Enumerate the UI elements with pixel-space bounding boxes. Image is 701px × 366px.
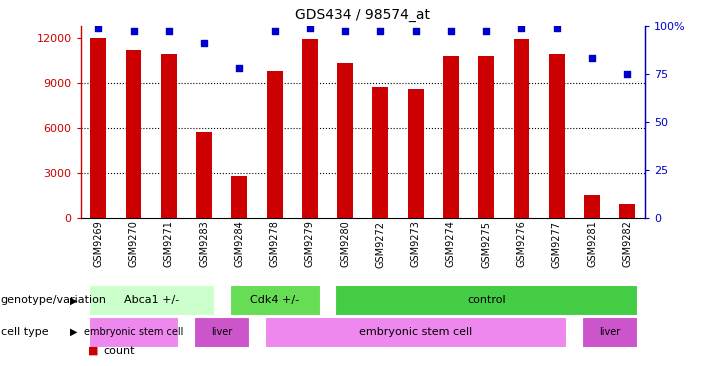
Text: genotype/variation: genotype/variation xyxy=(1,295,107,306)
Bar xyxy=(161,54,177,218)
Text: Abca1 +/-: Abca1 +/- xyxy=(123,295,179,306)
Bar xyxy=(231,176,247,218)
Point xyxy=(233,65,245,71)
Point xyxy=(163,29,175,34)
Text: ▶: ▶ xyxy=(69,327,77,337)
Text: liver: liver xyxy=(211,327,232,337)
Bar xyxy=(443,56,459,218)
Point xyxy=(445,29,456,34)
Point xyxy=(622,71,633,76)
Bar xyxy=(408,89,423,218)
Text: ■: ■ xyxy=(88,346,98,356)
Point xyxy=(198,40,210,46)
Bar xyxy=(125,50,142,218)
Title: GDS434 / 98574_at: GDS434 / 98574_at xyxy=(295,8,430,22)
Bar xyxy=(90,38,106,218)
Bar xyxy=(266,71,283,218)
Text: Cdk4 +/-: Cdk4 +/- xyxy=(250,295,299,306)
Point xyxy=(269,29,280,34)
Point xyxy=(339,29,350,34)
Bar xyxy=(514,39,529,218)
Point xyxy=(587,55,598,61)
Point xyxy=(93,25,104,30)
Text: embryonic stem cell: embryonic stem cell xyxy=(84,327,183,337)
Text: control: control xyxy=(467,295,505,306)
Point xyxy=(551,25,562,30)
Point xyxy=(128,29,139,34)
Point xyxy=(375,29,386,34)
Text: ▶: ▶ xyxy=(69,295,77,306)
Text: embryonic stem cell: embryonic stem cell xyxy=(359,327,472,337)
Text: cell type: cell type xyxy=(1,327,48,337)
Point xyxy=(410,29,421,34)
Bar xyxy=(584,195,600,218)
Bar xyxy=(337,63,353,218)
Bar xyxy=(372,87,388,218)
Text: liver: liver xyxy=(599,327,620,337)
Point xyxy=(304,25,315,30)
Bar xyxy=(620,204,635,218)
Point xyxy=(516,25,527,30)
Bar xyxy=(302,39,318,218)
Point xyxy=(481,29,492,34)
Text: count: count xyxy=(103,346,135,356)
Bar xyxy=(196,132,212,218)
Bar xyxy=(549,54,565,218)
Bar xyxy=(478,56,494,218)
